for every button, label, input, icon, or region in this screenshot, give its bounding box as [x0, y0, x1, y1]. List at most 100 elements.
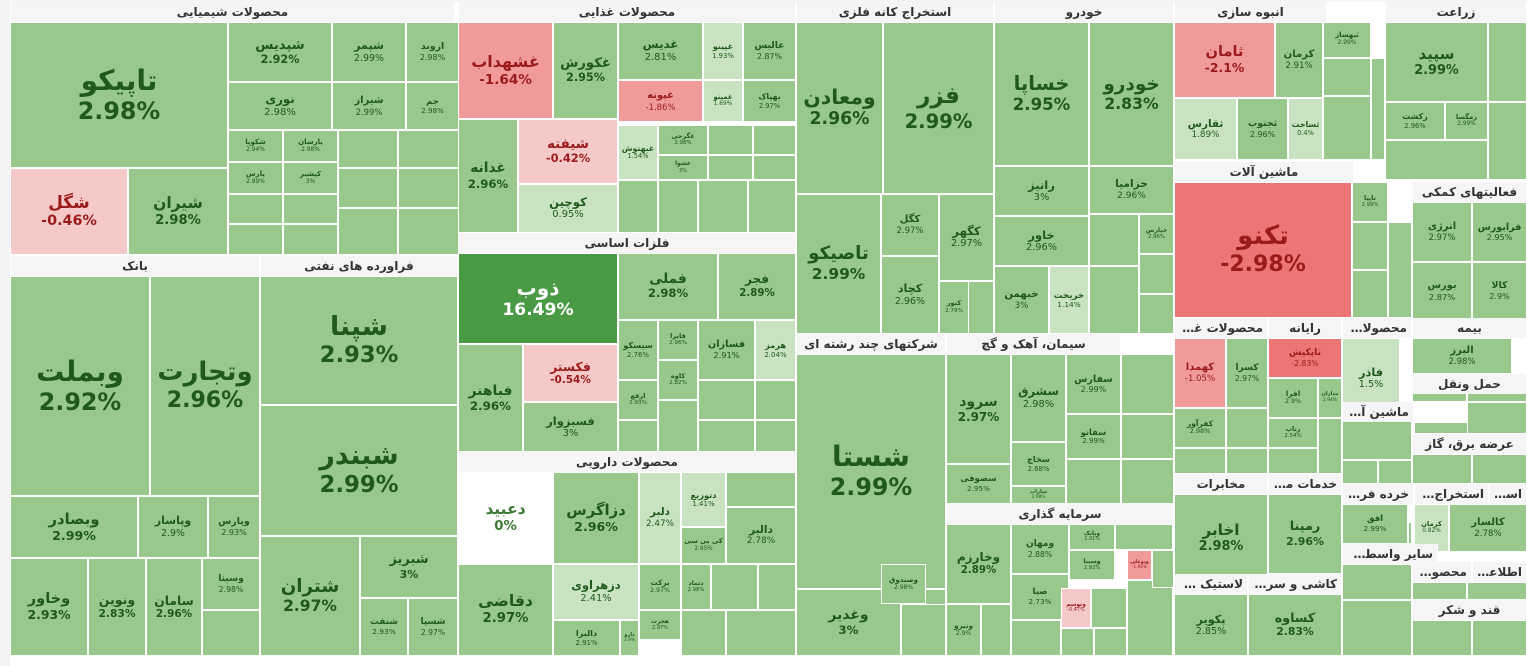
stock-tile[interactable]: شسپا 2.97% [408, 598, 458, 656]
stock-tile-unlabeled[interactable] [1089, 266, 1139, 334]
stock-tile[interactable]: غکورش 2.95% [553, 22, 618, 119]
stock-tile-unlabeled[interactable] [283, 194, 338, 224]
stock-tile[interactable]: ذوب 16.49% [458, 253, 618, 344]
stock-tile[interactable]: کپشیر 3% [283, 162, 338, 194]
stock-tile-unlabeled[interactable] [1139, 254, 1174, 294]
stock-tile[interactable]: تاپکیش -2.83% [1268, 338, 1342, 378]
stock-tile[interactable]: وبانک 2.91% [1069, 524, 1115, 550]
stock-tile[interactable]: غدانه 2.96% [458, 119, 518, 233]
stock-tile[interactable]: کسرا 2.97% [1226, 338, 1268, 408]
stock-tile-unlabeled[interactable] [981, 604, 1011, 656]
stock-tile[interactable]: ثساخت 0.4% [1288, 98, 1323, 160]
stock-tile[interactable]: وبملت 2.92% [10, 276, 150, 496]
stock-tile[interactable]: سفانو 2.99% [1066, 414, 1121, 459]
stock-tile-unlabeled[interactable] [283, 224, 338, 255]
stock-tile-unlabeled[interactable] [901, 604, 946, 656]
stock-tile[interactable]: شپمر 2.99% [332, 22, 406, 82]
stock-tile[interactable]: شیفته -0.42% [518, 119, 618, 184]
stock-tile[interactable]: خودرو 2.83% [1089, 22, 1174, 166]
stock-tile[interactable]: کاوه 2.82% [658, 360, 698, 400]
stock-tile-unlabeled[interactable] [618, 180, 658, 233]
stock-tile[interactable]: ثقارس 1.89% [1174, 98, 1237, 160]
stock-tile-unlabeled[interactable] [708, 125, 753, 155]
stock-tile[interactable]: سیسکو 2.76% [618, 320, 658, 380]
stock-tile-unlabeled[interactable] [338, 208, 398, 255]
stock-tile[interactable]: انرژی 2.97% [1412, 202, 1472, 262]
stock-tile-unlabeled[interactable] [658, 180, 698, 233]
stock-tile-unlabeled[interactable] [228, 224, 283, 255]
stock-tile[interactable]: شنفت 2.93% [360, 598, 408, 656]
stock-tile[interactable]: شیراز 2.99% [332, 82, 406, 130]
stock-tile[interactable]: بهپاک 2.97% [743, 80, 796, 122]
stock-tile-unlabeled[interactable] [1412, 582, 1467, 600]
stock-tile-unlabeled[interactable] [202, 610, 260, 656]
stock-tile[interactable]: وبوعلی -1.96% [1127, 550, 1152, 580]
stock-tile-unlabeled[interactable] [1226, 448, 1268, 474]
stock-tile[interactable]: اخابر 2.98% [1174, 494, 1268, 582]
stock-tile[interactable]: عالیس 2.87% [743, 22, 796, 80]
stock-tile-unlabeled[interactable] [1121, 459, 1174, 504]
stock-tile[interactable]: غپونه -1.86% [618, 80, 703, 122]
stock-tile-unlabeled[interactable] [1139, 294, 1174, 334]
stock-tile[interactable]: خاور 2.96% [994, 216, 1089, 266]
stock-tile-unlabeled[interactable] [755, 420, 796, 452]
stock-tile-unlabeled[interactable] [1488, 102, 1527, 180]
stock-tile-unlabeled[interactable] [1412, 454, 1472, 484]
stock-tile[interactable]: مداران 2.94% [1318, 378, 1342, 418]
stock-tile[interactable]: وخاور 2.93% [10, 558, 88, 656]
stock-tile[interactable]: ثبهساز 2.99% [1323, 22, 1371, 58]
stock-tile-unlabeled[interactable] [1121, 414, 1174, 459]
stock-tile-unlabeled[interactable] [1127, 580, 1173, 656]
stock-tile[interactable]: شپدیس 2.92% [228, 22, 332, 82]
stock-tile-unlabeled[interactable] [1472, 454, 1527, 484]
stock-tile-unlabeled[interactable] [1115, 524, 1173, 550]
stock-tile[interactable]: جم 2.98% [406, 82, 459, 130]
stock-tile[interactable]: دقاضی 2.97% [458, 564, 553, 656]
stock-tile-unlabeled[interactable] [1226, 408, 1268, 448]
stock-tile[interactable]: رانیز 3% [994, 166, 1089, 216]
stock-tile[interactable]: تکنو -2.98% [1174, 182, 1352, 318]
stock-tile[interactable]: دلبر 2.47% [639, 472, 681, 564]
stock-tile[interactable]: ومعادن 2.96% [796, 22, 883, 194]
stock-tile-unlabeled[interactable] [1061, 628, 1094, 656]
stock-tile[interactable]: فملی 2.98% [618, 253, 718, 320]
stock-tile[interactable]: خبهمن 3% [994, 266, 1049, 334]
stock-tile-unlabeled[interactable] [1011, 620, 1061, 656]
stock-tile[interactable]: وسینا 2.98% [202, 558, 260, 610]
stock-tile-unlabeled[interactable] [228, 194, 283, 224]
stock-tile[interactable]: کنور 2.79% [939, 281, 969, 334]
stock-tile[interactable]: غبهنوش 1.54% [618, 125, 658, 180]
stock-tile[interactable]: شبندر 2.99% [260, 405, 458, 536]
stock-tile[interactable]: شبریز 3% [360, 536, 458, 598]
stock-tile[interactable]: دارو 2.9% [620, 620, 639, 656]
stock-tile-unlabeled[interactable] [1388, 222, 1412, 318]
stock-tile-unlabeled[interactable] [698, 420, 755, 452]
stock-tile[interactable]: وتجارت 2.96% [150, 276, 260, 496]
stock-tile-unlabeled[interactable] [726, 610, 796, 656]
stock-tile[interactable]: تاصیکو 2.99% [796, 194, 881, 334]
stock-tile[interactable]: پارسان 2.98% [283, 130, 338, 162]
stock-tile-unlabeled[interactable] [753, 125, 796, 155]
stock-tile-unlabeled[interactable] [698, 180, 748, 233]
stock-tile-unlabeled[interactable] [1488, 22, 1527, 102]
stock-tile[interactable]: کساوه 2.83% [1248, 594, 1342, 656]
stock-tile[interactable]: کوچین 0.95% [518, 184, 618, 233]
stock-tile[interactable]: سخاچ 2.68% [1011, 442, 1066, 486]
stock-tile-unlabeled[interactable] [1408, 522, 1412, 544]
stock-tile[interactable]: شکوپا 2.94% [228, 130, 283, 162]
stock-tile-unlabeled[interactable] [1174, 448, 1226, 474]
stock-tile[interactable]: ارفع 2.93% [618, 380, 658, 420]
stock-tile[interactable]: ثامان -2.1% [1174, 22, 1275, 98]
stock-tile-unlabeled[interactable] [1094, 628, 1127, 656]
stock-tile[interactable]: هجرت 2.97% [639, 610, 681, 640]
stock-tile-unlabeled[interactable] [698, 380, 755, 420]
stock-tile-unlabeled[interactable] [1342, 418, 1412, 460]
stock-tile[interactable]: زمگسا 2.99% [1445, 102, 1488, 140]
stock-tile[interactable]: وبصادر 2.99% [10, 496, 138, 558]
stock-tile[interactable]: سپید 2.99% [1385, 22, 1488, 102]
stock-tile-unlabeled[interactable] [618, 420, 658, 452]
stock-tile[interactable]: افق 2.99% [1342, 504, 1408, 544]
stock-tile-unlabeled[interactable] [1414, 422, 1469, 434]
stock-tile[interactable]: کالسار 2.78% [1449, 504, 1527, 552]
stock-tile[interactable]: سرود 2.97% [946, 354, 1011, 464]
